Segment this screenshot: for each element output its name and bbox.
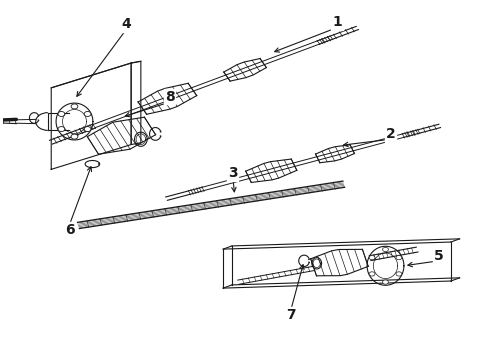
Circle shape [84, 112, 91, 116]
Circle shape [58, 127, 65, 131]
Text: 3: 3 [228, 166, 238, 180]
Text: 6: 6 [65, 222, 74, 237]
Circle shape [383, 247, 389, 252]
Circle shape [396, 272, 402, 276]
Circle shape [369, 272, 375, 276]
Text: 7: 7 [286, 308, 296, 322]
Circle shape [71, 104, 78, 109]
Text: 4: 4 [122, 17, 131, 31]
Circle shape [369, 256, 375, 260]
Text: 1: 1 [332, 15, 342, 29]
Text: 5: 5 [434, 249, 443, 263]
Circle shape [71, 134, 78, 139]
Circle shape [84, 127, 91, 131]
Circle shape [58, 112, 65, 116]
Circle shape [383, 280, 389, 284]
Text: 2: 2 [386, 127, 395, 141]
Text: 8: 8 [165, 90, 175, 104]
Circle shape [396, 256, 402, 260]
